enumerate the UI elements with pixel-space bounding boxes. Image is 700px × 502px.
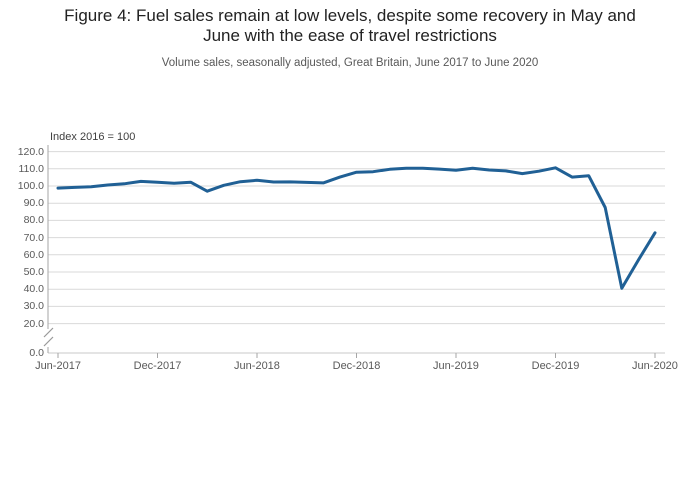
axis-unit-note: Index 2016 = 100 [50,131,136,143]
axis-break-mask [44,329,52,347]
y-tick-label: 120.0 [17,145,44,158]
chart-title-line1: Figure 4: Fuel sales remain at low level… [64,6,636,25]
y-tick-label: 0.0 [29,347,44,359]
y-tick-label: 80.0 [23,214,44,227]
axis-break-slash [43,327,54,338]
y-tick-label: 90.0 [23,197,44,210]
y-tick-label: 70.0 [23,231,44,244]
x-tick-label: Jun-2019 [433,360,479,372]
x-tick-label: Jun-2017 [35,360,81,372]
chart-plot-area: Index 2016 = 100 120.0 110.0 100.0 90.0 80.0… [0,125,700,390]
y-tick-label: 30.0 [23,300,44,313]
axis-break-slash [43,336,54,347]
y-tick-label: 50.0 [23,266,44,278]
y-tick-label: 110.0 [18,162,45,175]
fuel-sales-line [56,166,657,290]
x-tick-label: Dec-2018 [332,360,381,372]
chart-subtitle: Volume sales, seasonally adjusted, Great… [161,57,539,69]
x-tick-label: Jun-2020 [632,360,678,372]
x-tick-label: Dec-2019 [531,360,580,372]
x-tick-label: Dec-2017 [133,360,182,372]
y-tick-label: 40.0 [23,283,44,296]
y-tick-label: 60.0 [23,248,44,261]
chart-title-line2: June with the ease of travel restriction… [203,26,497,45]
chart-canvas [43,145,665,358]
y-tick-label: 20.0 [23,317,44,330]
x-tick-label: Jun-2018 [234,360,280,372]
y-tick-label: 100.0 [17,180,44,192]
chart-title: Figure 4: Fuel sales remain at low level… [0,6,700,46]
